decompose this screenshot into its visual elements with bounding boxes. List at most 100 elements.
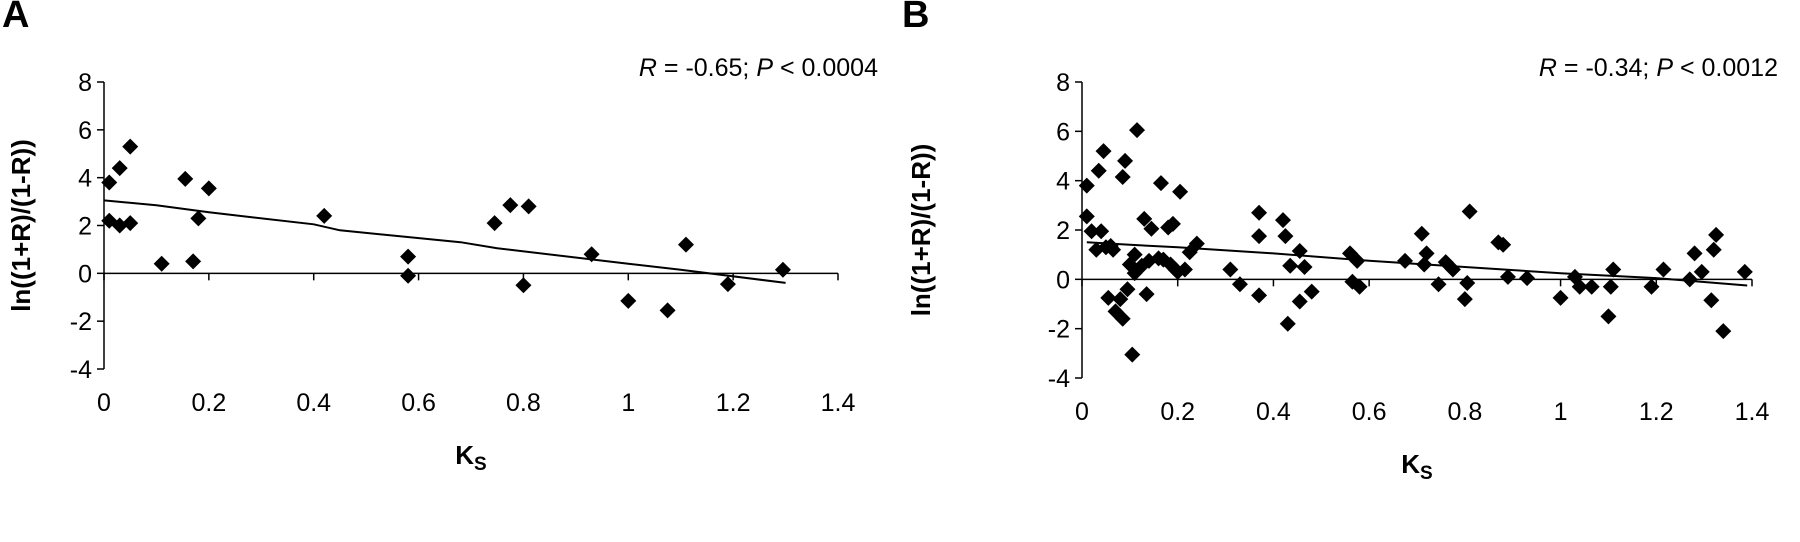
data-point: [1461, 203, 1478, 220]
y-tick-label: 0: [78, 260, 92, 288]
data-point: [583, 246, 600, 263]
data-point: [1583, 278, 1600, 295]
x-tick-label: 0.2: [1160, 398, 1195, 426]
data-point: [1303, 283, 1320, 300]
chart-panel-a: A R = -0.65; P < 0.0004 -4 -2 0 2 4 6 8 0 0.2 0.4…: [2, 0, 878, 475]
y-tick-label: -4: [70, 356, 92, 384]
y-axis-label: ln((1+R)/(1-R)): [6, 139, 36, 312]
y-tick-label: 0: [1056, 266, 1070, 294]
data-point: [719, 276, 736, 293]
data-point: [1499, 268, 1516, 285]
data-point: [1495, 236, 1512, 253]
data-point: [1519, 270, 1536, 287]
y-tick-label: -2: [1048, 316, 1070, 344]
y-tick-label: 4: [1056, 168, 1070, 196]
data-point: [1605, 261, 1622, 278]
data-point: [1681, 271, 1698, 288]
data-point: [1138, 286, 1155, 303]
data-point: [1124, 346, 1141, 363]
data-point: [122, 215, 139, 232]
data-point: [1291, 242, 1308, 259]
p-symbol: P: [1656, 54, 1674, 82]
data-point: [1164, 215, 1181, 232]
data-point: [1552, 289, 1569, 306]
data-point: [1437, 254, 1454, 271]
data-point: [1705, 241, 1722, 258]
data-point: [1351, 278, 1368, 295]
trend-line: [1086, 241, 1748, 287]
data-point: [1181, 244, 1198, 261]
data-point: [1703, 292, 1720, 309]
data-point: [200, 180, 217, 197]
data-point: [185, 253, 202, 270]
x-tick-label: 0.8: [1447, 398, 1482, 426]
data-point: [1169, 263, 1186, 280]
data-point: [1291, 293, 1308, 310]
data-point: [502, 197, 519, 214]
data-point: [1444, 261, 1461, 278]
data-point: [1459, 275, 1476, 292]
x-tick-label: 1.2: [1639, 398, 1674, 426]
data-point: [515, 277, 532, 294]
data-point: [1090, 162, 1107, 179]
data-point: [1600, 308, 1617, 325]
x-tick-label: 0.6: [401, 389, 436, 417]
data-point: [1686, 245, 1703, 262]
data-point: [1602, 278, 1619, 295]
r-symbol: R: [638, 54, 657, 82]
x-tick-label: 0.2: [191, 389, 226, 417]
data-point: [1655, 261, 1672, 278]
data-point: [1152, 175, 1169, 192]
data-point: [1222, 261, 1239, 278]
data-point: [1083, 223, 1100, 240]
y-tick-label: -2: [70, 308, 92, 336]
data-point: [1155, 251, 1172, 268]
x-tick-label: 1: [1554, 398, 1568, 426]
x-tick-label: 0.8: [506, 389, 541, 417]
data-point: [1571, 278, 1588, 295]
x-axis-label-subscript: S: [1420, 463, 1433, 484]
data-point: [1119, 281, 1136, 298]
data-point: [1126, 246, 1143, 263]
data-point: [1708, 226, 1725, 243]
x-tick-label: 0.4: [1256, 398, 1291, 426]
data-point: [1231, 276, 1248, 293]
y-tick-label: 6: [1056, 118, 1070, 146]
data-point: [1251, 204, 1268, 221]
data-point: [1736, 263, 1753, 280]
data-point: [1114, 310, 1131, 327]
data-point: [1296, 259, 1313, 275]
data-point: [1121, 256, 1138, 273]
x-axis-label: KS: [455, 440, 486, 475]
data-point: [677, 236, 694, 253]
x-axis-label: KS: [1401, 449, 1432, 484]
data-point: [1117, 152, 1134, 169]
x-axis-label-main: K: [455, 440, 474, 470]
data-point: [1088, 241, 1105, 258]
x-tick-label: 0.6: [1352, 398, 1387, 426]
data-point: [1418, 245, 1435, 262]
y-axis-label: ln((1+R)/(1-R)): [906, 144, 936, 317]
data-point: [1176, 261, 1193, 278]
data-point: [111, 160, 128, 177]
chart-panel-b: B R = -0.34; P < 0.0012 -4 -2 0 2 4 6 8 0 0.2 0.4…: [900, 0, 1800, 542]
data-point: [774, 261, 791, 278]
data-point: [190, 210, 207, 227]
y-tick-label: 2: [78, 213, 92, 241]
y-tick-label: 8: [78, 69, 92, 97]
data-point: [101, 174, 118, 191]
data-point: [1279, 315, 1296, 332]
data-point: [1413, 225, 1430, 242]
data-point: [1416, 256, 1433, 273]
data-point: [1105, 241, 1122, 258]
x-tick-label: 0.4: [296, 389, 331, 417]
panel-label: B: [902, 0, 930, 36]
correlation-annotation: R = -0.65; P < 0.0004: [639, 54, 878, 83]
data-point: [1129, 122, 1146, 139]
data-point: [122, 138, 139, 155]
data-point: [1143, 220, 1160, 237]
data-point: [1188, 235, 1205, 252]
data-point: [1275, 212, 1291, 229]
data-point: [620, 292, 637, 309]
data-point: [153, 255, 170, 272]
